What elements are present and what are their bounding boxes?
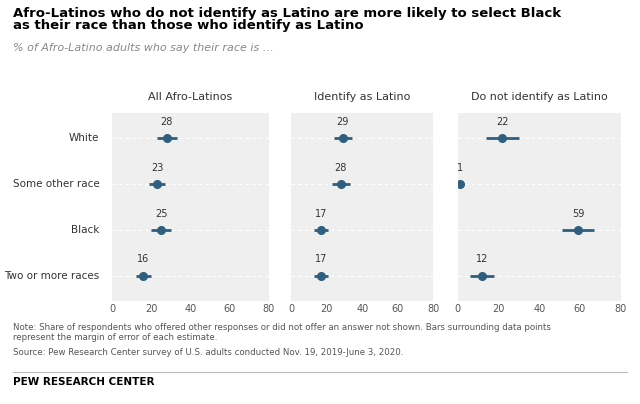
Text: 25: 25 <box>155 208 167 219</box>
Text: Note: Share of respondents who offered other responses or did not offer an answe: Note: Share of respondents who offered o… <box>13 323 550 332</box>
Text: Two or more races: Two or more races <box>4 271 99 281</box>
Text: Do not identify as Latino: Do not identify as Latino <box>471 92 607 102</box>
Text: 1: 1 <box>456 163 463 173</box>
Text: 23: 23 <box>151 163 163 173</box>
Text: Afro-Latinos who do not identify as Latino are more likely to select Black: Afro-Latinos who do not identify as Lati… <box>13 7 561 20</box>
Text: 17: 17 <box>316 208 328 219</box>
Text: Some other race: Some other race <box>13 179 99 189</box>
Text: as their race than those who identify as Latino: as their race than those who identify as… <box>13 19 364 32</box>
Text: 59: 59 <box>572 208 584 219</box>
Text: 16: 16 <box>137 255 150 264</box>
Text: Source: Pew Research Center survey of U.S. adults conducted Nov. 19, 2019-June 3: Source: Pew Research Center survey of U.… <box>13 348 403 357</box>
Text: 29: 29 <box>337 117 349 127</box>
Text: 17: 17 <box>316 255 328 264</box>
Text: White: White <box>69 133 99 143</box>
Text: Identify as Latino: Identify as Latino <box>314 92 410 102</box>
Text: % of Afro-Latino adults who say their race is …: % of Afro-Latino adults who say their ra… <box>13 43 274 53</box>
Text: Black: Black <box>71 225 99 235</box>
Text: represent the margin of error of each estimate.: represent the margin of error of each es… <box>13 333 217 342</box>
Text: PEW RESEARCH CENTER: PEW RESEARCH CENTER <box>13 377 154 387</box>
Text: 28: 28 <box>335 163 347 173</box>
Text: 28: 28 <box>161 117 173 127</box>
Text: 12: 12 <box>476 255 488 264</box>
Text: 22: 22 <box>496 117 509 127</box>
Text: All Afro-Latinos: All Afro-Latinos <box>148 92 232 102</box>
